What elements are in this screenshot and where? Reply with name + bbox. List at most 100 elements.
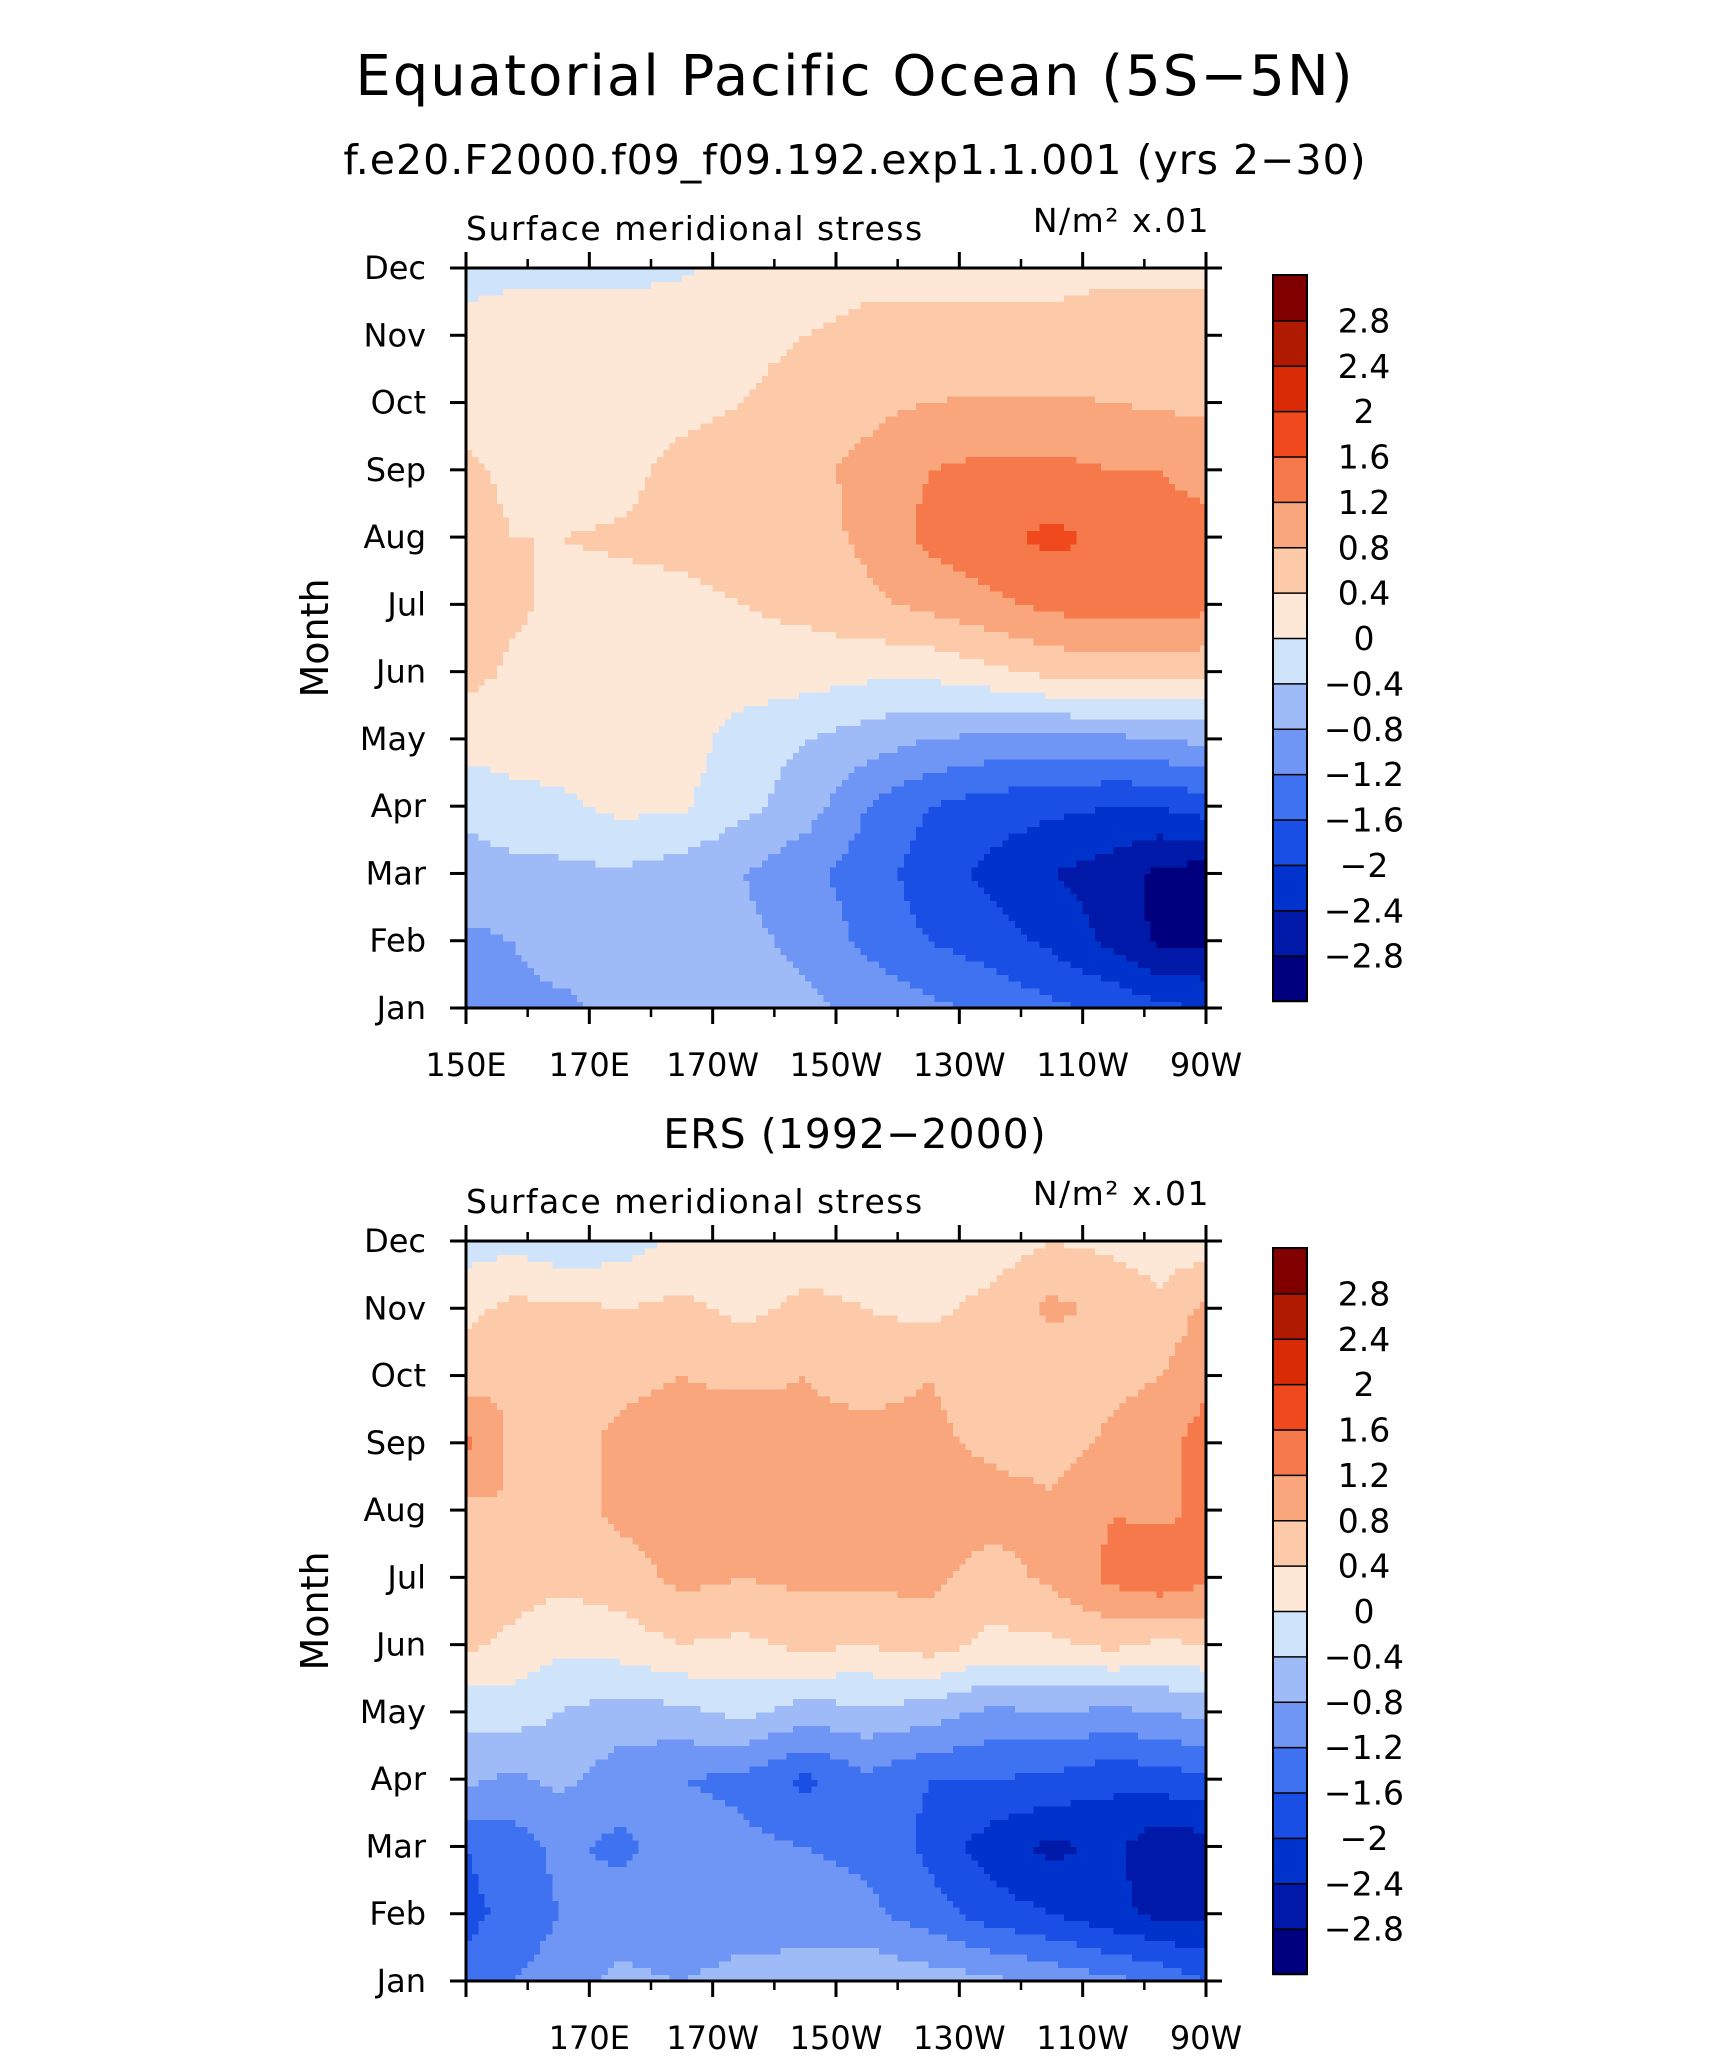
contour-cell bbox=[466, 1617, 516, 1626]
contour-cell bbox=[466, 1422, 504, 1430]
contour-cell bbox=[1088, 1920, 1207, 1928]
contour-cell bbox=[947, 1893, 1016, 1901]
contour-cell bbox=[546, 1866, 849, 1874]
contour-cell bbox=[533, 564, 664, 572]
contour-cell bbox=[959, 651, 1207, 659]
contour-cell bbox=[984, 1920, 1090, 1928]
contour-cell bbox=[842, 900, 911, 908]
contour-cell bbox=[792, 1698, 837, 1706]
contour-cell bbox=[792, 1839, 917, 1848]
contour-cell bbox=[466, 268, 695, 276]
contour-cell bbox=[1095, 927, 1152, 935]
contour-cell bbox=[651, 1557, 967, 1565]
contour-cell bbox=[577, 792, 695, 801]
contour-cell bbox=[971, 1853, 1047, 1861]
contour-cell bbox=[996, 1463, 1071, 1471]
colorbar-label: 1.2 bbox=[1338, 483, 1390, 522]
contour-cell bbox=[1132, 402, 1207, 410]
contour-cell bbox=[879, 960, 985, 969]
contour-cell bbox=[860, 812, 923, 821]
contour-cell bbox=[916, 537, 1028, 545]
contour-cell bbox=[866, 759, 985, 767]
contour-cell bbox=[466, 893, 751, 901]
contour-cell bbox=[515, 940, 775, 949]
contour-cell bbox=[527, 617, 782, 626]
contour-cell bbox=[990, 1873, 1127, 1881]
contour-cell bbox=[916, 530, 1028, 538]
contour-cell bbox=[503, 1442, 603, 1451]
contour-cell bbox=[607, 1967, 652, 1975]
contour-cell bbox=[922, 490, 1189, 498]
contour-cell bbox=[959, 1563, 1028, 1572]
contour-cell bbox=[873, 799, 942, 807]
contour-cell bbox=[503, 1409, 621, 1417]
colorbar-swatch bbox=[1272, 1882, 1308, 1930]
contour-cell bbox=[910, 839, 1004, 848]
contour-cell bbox=[466, 1718, 547, 1726]
contour-cell bbox=[466, 1698, 590, 1706]
contour-cell bbox=[965, 792, 1207, 801]
contour-cell bbox=[466, 1637, 492, 1646]
contour-cell bbox=[1169, 1685, 1207, 1693]
contour-cell bbox=[1132, 1880, 1207, 1888]
contour-cell bbox=[466, 1563, 658, 1572]
contour-cell bbox=[731, 1577, 757, 1585]
contour-cell bbox=[799, 1375, 806, 1383]
contour-cell bbox=[762, 920, 849, 928]
contour-cell bbox=[891, 1759, 1096, 1767]
contour-cell bbox=[737, 402, 917, 410]
colorbar-swatch bbox=[1272, 682, 1308, 731]
contour-cell bbox=[626, 1611, 1102, 1619]
colorbar-label: 1.6 bbox=[1338, 438, 1390, 477]
contour-cell bbox=[1070, 1001, 1182, 1009]
contour-cell bbox=[466, 1368, 1164, 1377]
contour-cell bbox=[866, 678, 942, 686]
contour-cell bbox=[1107, 1530, 1207, 1538]
contour-cell bbox=[749, 1765, 862, 1774]
contour-cell bbox=[466, 967, 535, 975]
contour-cell bbox=[848, 846, 911, 854]
contour-cell bbox=[1039, 1301, 1078, 1309]
contour-cell bbox=[922, 819, 1041, 827]
contour-cell bbox=[466, 765, 492, 774]
contour-cell bbox=[762, 860, 837, 868]
contour-cell bbox=[1045, 1241, 1065, 1249]
contour-cell bbox=[472, 1436, 504, 1444]
contour-cell bbox=[466, 725, 720, 733]
contour-cell bbox=[466, 1328, 1189, 1336]
contour-cell bbox=[466, 1550, 646, 1558]
contour-cell bbox=[1045, 1907, 1139, 1915]
contour-cell bbox=[466, 1523, 615, 1531]
contour-cell bbox=[1187, 1321, 1207, 1330]
contour-cell bbox=[916, 913, 1010, 922]
contour-cell bbox=[947, 1577, 1041, 1585]
contour-cell bbox=[799, 691, 1047, 700]
contour-cell bbox=[540, 1947, 782, 1955]
colorbar-label: −0.4 bbox=[1324, 1637, 1404, 1676]
y-tick-label-jun: Jun bbox=[374, 653, 426, 691]
contour-cell bbox=[854, 833, 917, 841]
contour-cell bbox=[1138, 1389, 1207, 1397]
contour-cell bbox=[984, 759, 1170, 767]
contour-cell bbox=[595, 1853, 634, 1861]
colorbar-label: −2.8 bbox=[1324, 1910, 1404, 1949]
contour-cell bbox=[885, 1907, 960, 1915]
contour-cell bbox=[466, 469, 492, 478]
units-label: N/m² x.01 bbox=[1033, 1174, 1210, 1213]
contour-cell bbox=[466, 335, 800, 343]
contour-cell bbox=[1150, 994, 1207, 1002]
contour-cell bbox=[601, 1463, 997, 1471]
contour-cell bbox=[466, 718, 726, 727]
contour-cell bbox=[712, 416, 886, 424]
contour-cell bbox=[632, 503, 843, 511]
contour-cell bbox=[811, 328, 1207, 336]
contour-cell bbox=[940, 678, 1207, 686]
contour-cell bbox=[1101, 1644, 1121, 1652]
contour-cell bbox=[1039, 671, 1207, 679]
contour-cell bbox=[466, 348, 788, 357]
contour-cell bbox=[1045, 691, 1207, 700]
contour-cell bbox=[1070, 1799, 1207, 1807]
contour-cell bbox=[466, 752, 708, 760]
contour-cell bbox=[1014, 1772, 1207, 1780]
y-tick-label-mar: Mar bbox=[366, 1827, 427, 1865]
